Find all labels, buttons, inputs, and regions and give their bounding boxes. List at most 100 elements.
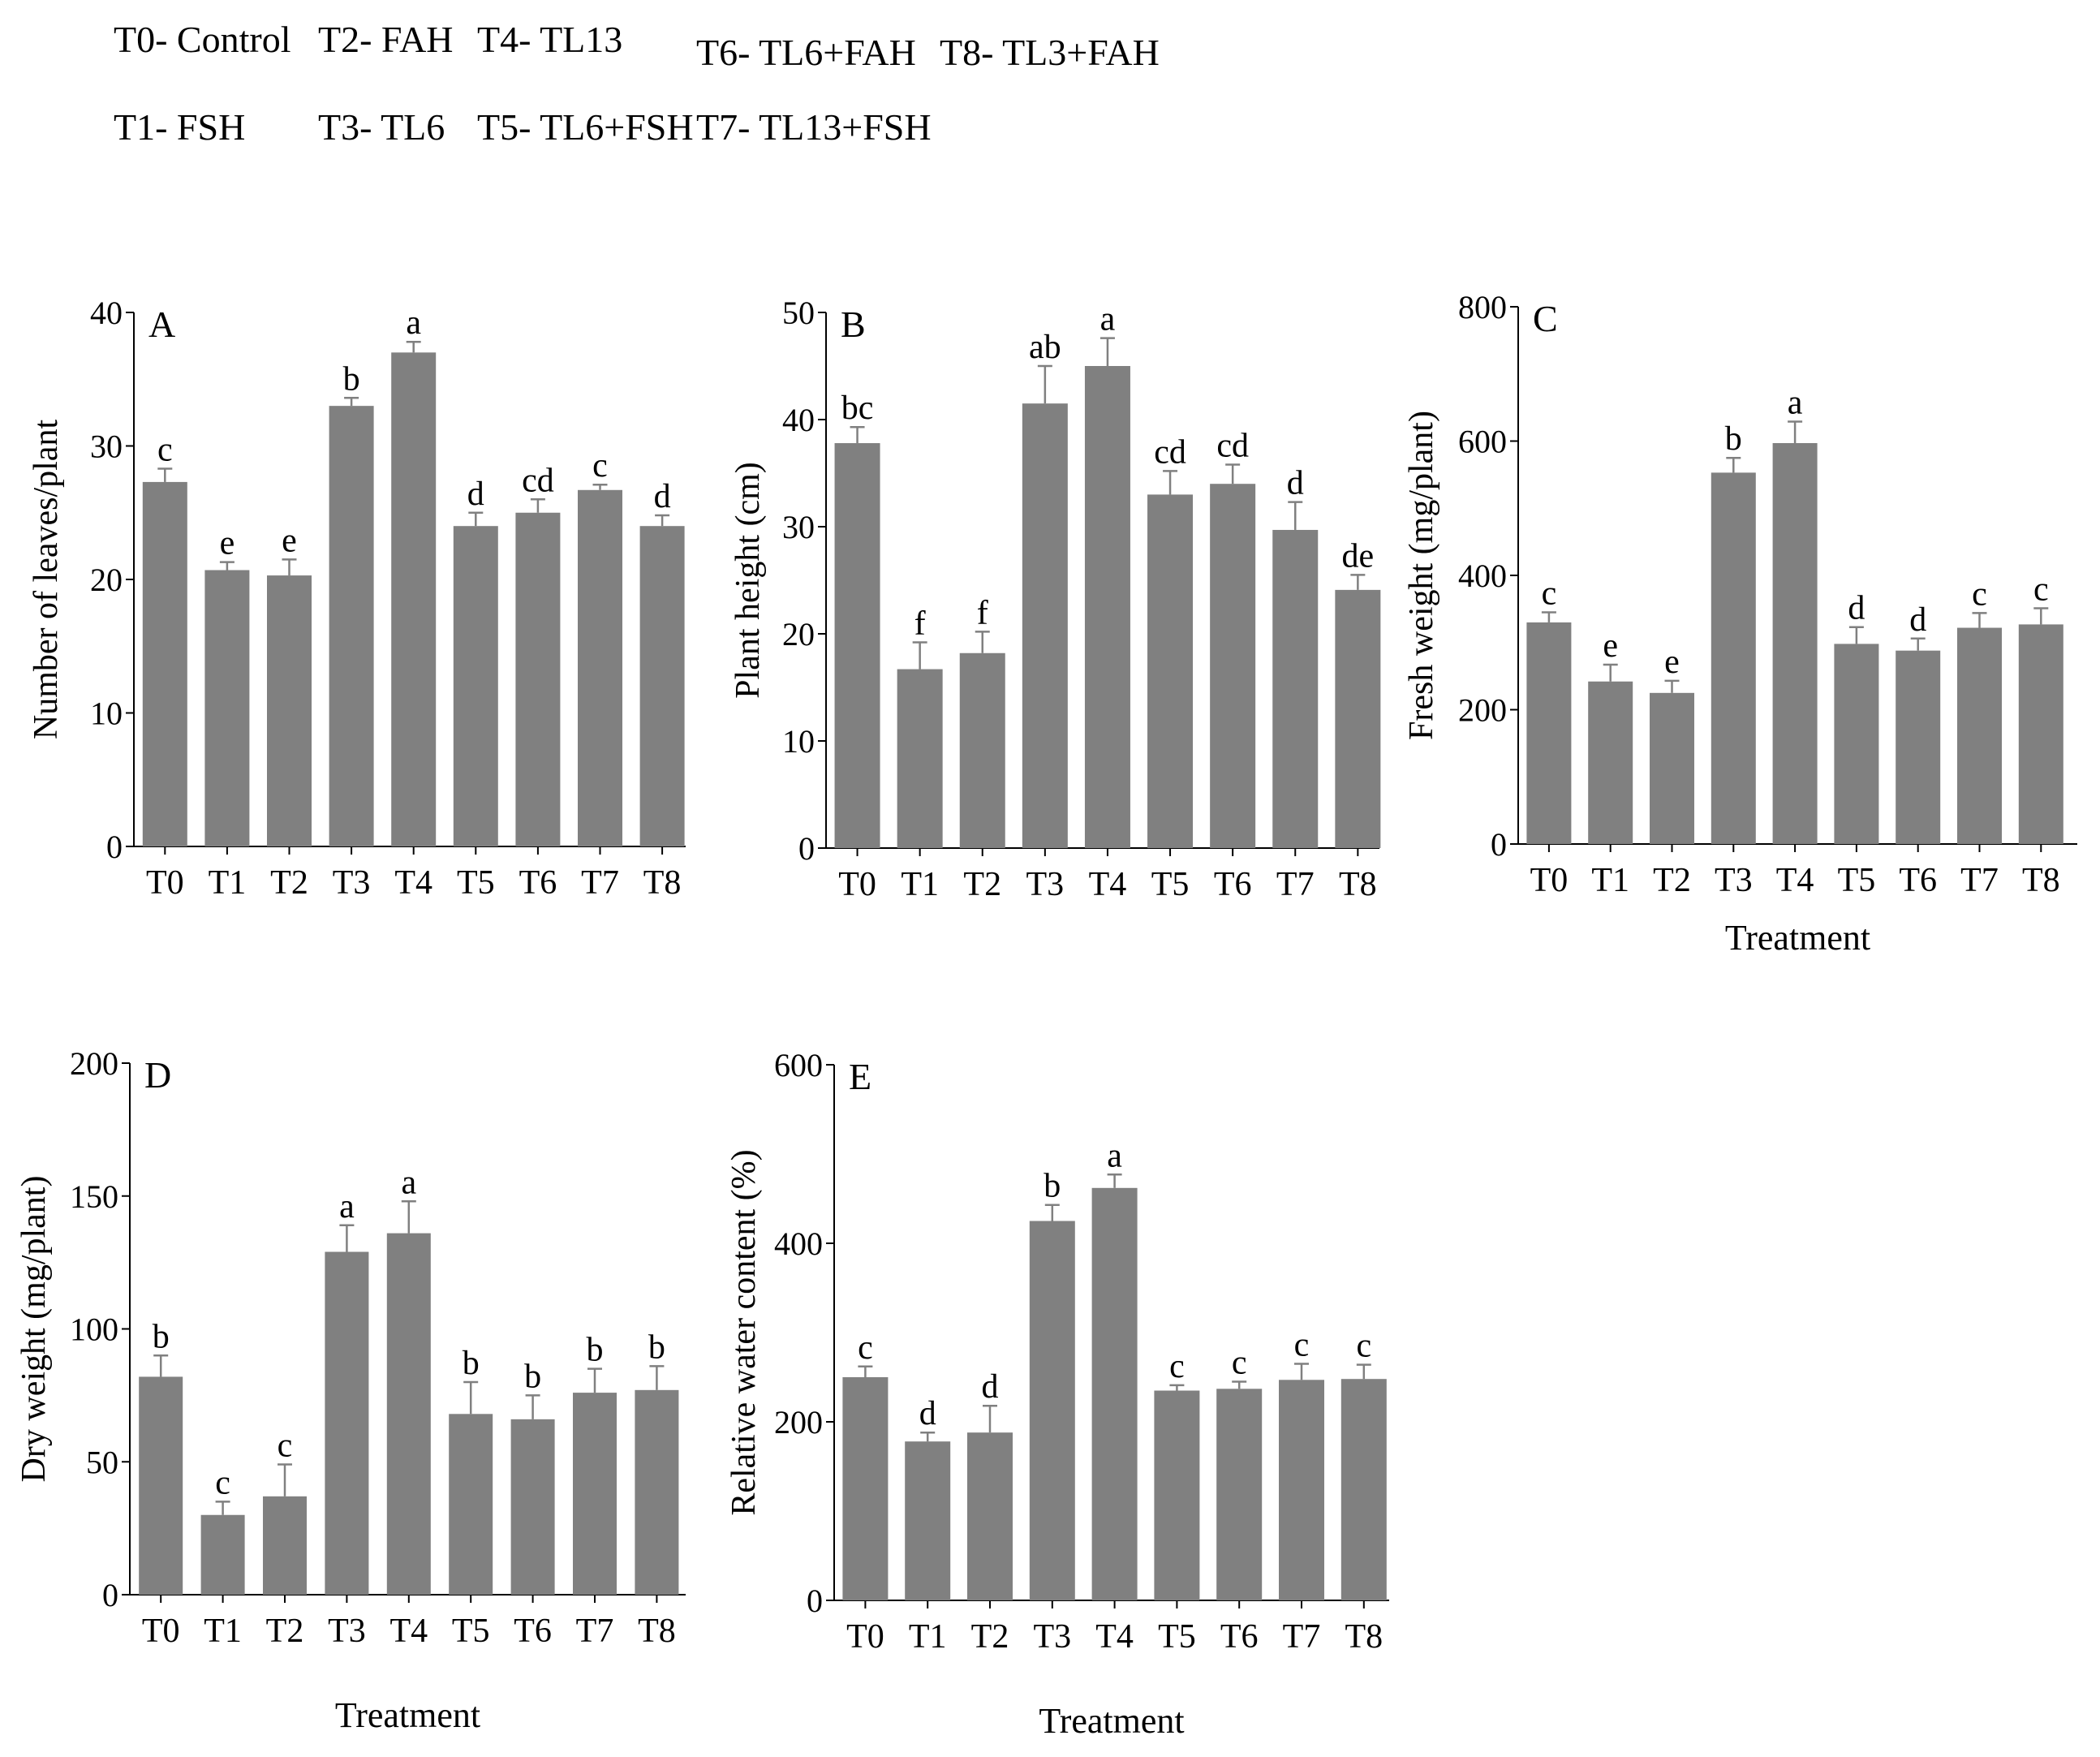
panel-label-d: D xyxy=(144,1054,171,1096)
legend-item-t3: T3- TL6 xyxy=(318,106,445,148)
x-tick-label-c: T6 xyxy=(1899,862,1937,899)
chart-b: 0 10 20 30 40 50 Bbc T0 f T1 f T2 ab T3 a T4 cd T5 cd T6 d T7… xyxy=(729,295,1381,903)
significance-letter-a: a xyxy=(406,304,421,342)
y-tick-label-c: 400 xyxy=(1458,558,1507,594)
bar-d xyxy=(325,1251,369,1595)
significance-letter-a: c xyxy=(157,431,173,468)
significance-letter-a: c xyxy=(592,447,608,484)
y-tick-label-e: 400 xyxy=(774,1225,823,1262)
significance-letter-e: c xyxy=(1232,1345,1247,1382)
x-tick-label-a: T0 xyxy=(146,864,184,902)
x-tick-label-e: T8 xyxy=(1345,1618,1383,1656)
bar-e xyxy=(967,1432,1013,1600)
bar-e xyxy=(842,1377,889,1600)
x-tick-label-c: T7 xyxy=(1960,862,1999,899)
significance-letter-b: f xyxy=(914,605,926,643)
significance-letter-b: de xyxy=(1342,537,1375,575)
bar-c xyxy=(1650,692,1694,844)
x-tick-label-e: T0 xyxy=(846,1618,884,1656)
bar-b xyxy=(1084,366,1130,848)
significance-letter-e: a xyxy=(1107,1137,1122,1174)
x-tick-label-c: T3 xyxy=(1715,862,1753,899)
bar-e xyxy=(1216,1389,1263,1600)
significance-letter-d: b xyxy=(463,1345,480,1382)
y-tick-label-b: 30 xyxy=(782,509,815,545)
y-tick-label-b: 10 xyxy=(782,723,815,760)
y-tick-label-e: 200 xyxy=(774,1404,823,1440)
significance-letter-a: e xyxy=(220,525,235,562)
x-tick-label-a: T3 xyxy=(333,864,371,902)
x-tick-label-c: T0 xyxy=(1530,862,1569,899)
x-tick-label-b: T6 xyxy=(1214,866,1252,903)
x-tick-label-c: T1 xyxy=(1591,862,1629,899)
significance-letter-b: ab xyxy=(1029,329,1061,366)
x-tick-label-c: T4 xyxy=(1776,862,1814,899)
chart-c: 0 200 400 600 800 Cc T0 e T1 e T2 b T3 a T4 d T5 d T6 c T7 c T… xyxy=(1403,289,2077,958)
x-tick-label-a: T6 xyxy=(519,864,557,902)
bar-d xyxy=(635,1389,679,1595)
significance-letter-e: d xyxy=(982,1368,999,1406)
significance-letter-d: b xyxy=(648,1329,665,1366)
bar-e xyxy=(1340,1379,1387,1600)
bar-c xyxy=(1834,644,1879,844)
bar-b xyxy=(1147,494,1194,848)
x-tick-label-d: T2 xyxy=(266,1613,304,1650)
y-tick-label-d: 200 xyxy=(70,1045,118,1082)
bar-b xyxy=(1335,589,1381,848)
bar-a xyxy=(391,352,437,847)
significance-letter-e: c xyxy=(1356,1328,1371,1365)
y-tick-label-c: 800 xyxy=(1458,289,1507,325)
y-axis-title-c: Fresh weight (mg/plant) xyxy=(1403,411,1440,740)
bar-e xyxy=(1029,1221,1075,1600)
significance-letter-c: d xyxy=(1848,590,1865,627)
bar-c xyxy=(1772,442,1818,844)
bar-b xyxy=(1272,529,1319,848)
bar-a xyxy=(204,570,250,846)
bar-b xyxy=(834,443,880,848)
significance-letter-c: e xyxy=(1664,644,1680,681)
legend-item-t4: T4- TL13 xyxy=(477,19,623,60)
significance-letter-c: c xyxy=(2033,571,2049,609)
significance-letter-a: d xyxy=(654,478,671,515)
y-tick-label-e: 600 xyxy=(774,1047,823,1083)
legend-item-t5: T5- TL6+FSH xyxy=(477,106,694,148)
x-tick-label-a: T7 xyxy=(581,864,619,902)
x-tick-label-b: T0 xyxy=(838,866,876,903)
x-tick-label-d: T4 xyxy=(389,1613,428,1650)
significance-letter-d: b xyxy=(587,1332,604,1369)
legend-item-t7: T7- TL13+FSH xyxy=(696,106,932,148)
x-tick-label-d: T1 xyxy=(204,1613,242,1650)
y-tick-label-d: 0 xyxy=(102,1577,118,1613)
y-axis-title-e: Relative water content (%) xyxy=(725,1149,763,1515)
x-tick-label-d: T8 xyxy=(638,1613,676,1650)
bar-c xyxy=(1957,627,2002,844)
x-tick-label-e: T1 xyxy=(909,1618,947,1656)
bar-d xyxy=(200,1514,245,1595)
x-tick-label-d: T5 xyxy=(452,1613,490,1650)
legend-item-t2: T2- FAH xyxy=(318,19,454,60)
x-tick-label-b: T5 xyxy=(1151,866,1190,903)
panel-label-a: A xyxy=(148,304,175,345)
significance-letter-d: c xyxy=(278,1428,293,1465)
significance-letter-d: a xyxy=(339,1188,355,1225)
bar-b xyxy=(959,652,1005,848)
significance-letter-a: b xyxy=(343,360,360,398)
y-tick-label-b: 40 xyxy=(782,402,815,438)
x-tick-label-e: T2 xyxy=(971,1618,1009,1656)
significance-letter-b: bc xyxy=(841,390,874,427)
y-tick-label-a: 40 xyxy=(90,295,123,331)
x-tick-label-d: T3 xyxy=(328,1613,366,1650)
bar-b xyxy=(897,669,943,848)
y-tick-label-a: 10 xyxy=(90,695,123,732)
chart-a: 0 10 20 30 40 Ac T0 e T1 e T2 b T3 a T4 d T5 cd T6 c T7 d T8 Nu… xyxy=(28,295,686,902)
bar-c xyxy=(1588,681,1633,844)
x-tick-label-c: T2 xyxy=(1653,862,1691,899)
bar-a xyxy=(329,406,374,846)
x-tick-label-e: T3 xyxy=(1033,1618,1071,1656)
y-tick-label-c: 600 xyxy=(1458,424,1507,460)
y-axis-title-a: Number of leaves/plant xyxy=(28,420,65,740)
significance-letter-b: cd xyxy=(1154,433,1186,471)
bar-a xyxy=(142,481,187,846)
y-tick-label-b: 20 xyxy=(782,616,815,652)
